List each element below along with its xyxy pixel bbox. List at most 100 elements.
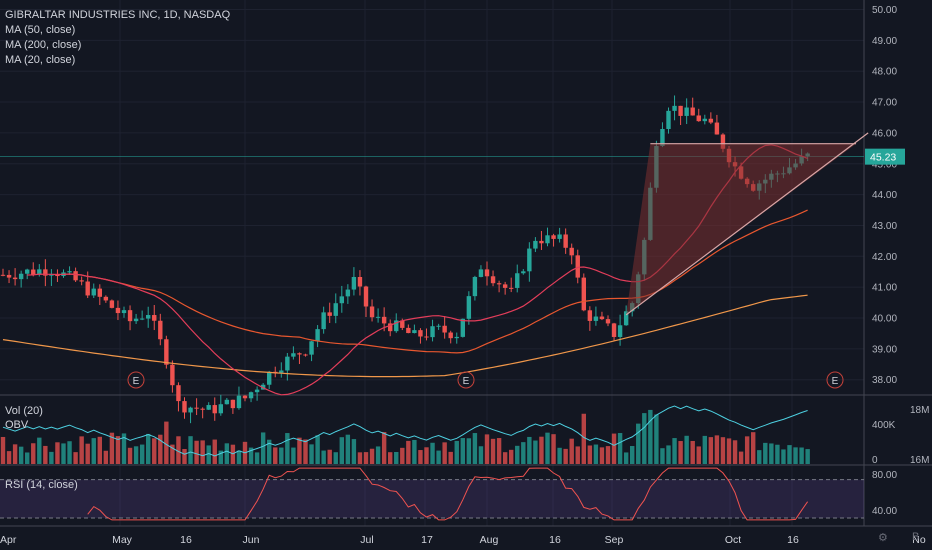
volume-bar: [212, 439, 217, 464]
ma200-line: [2, 294, 808, 378]
volume-study-label[interactable]: Vol (20): [5, 405, 43, 417]
volume-bar: [25, 452, 30, 464]
earnings-marker: [457, 371, 475, 389]
volume-bar: [273, 447, 278, 464]
candle-body: [345, 289, 351, 297]
candle-body: [545, 235, 550, 244]
candle-body: [212, 405, 217, 414]
candle-body: [605, 319, 611, 324]
ma50-line: [63, 209, 808, 354]
volume-bar: [164, 421, 169, 464]
triangle-support-line: [625, 132, 869, 316]
volume-bar: [617, 433, 623, 464]
volume-bar: [394, 452, 399, 464]
time-axis-tick: 16: [787, 534, 799, 546]
volume-bar: [757, 450, 762, 464]
candle-body: [248, 392, 254, 399]
price-axis-tick: 40.00: [872, 314, 897, 325]
volume-bar: [793, 447, 798, 464]
volume-bar: [478, 446, 484, 464]
volume-bar: [158, 434, 163, 464]
candle-body: [400, 320, 405, 328]
volume-bar: [200, 440, 205, 464]
volume-bar: [660, 448, 665, 464]
study-ma50-label[interactable]: MA (50, close): [5, 24, 76, 36]
volume-bar: [303, 439, 308, 464]
candle-body: [539, 240, 544, 244]
candle-body: [31, 269, 36, 275]
candle-body: [623, 311, 629, 326]
study-ma20-label[interactable]: MA (20, close): [5, 54, 76, 66]
volume-bar: [738, 451, 744, 464]
study-ma200-label[interactable]: MA (200, close): [5, 39, 82, 51]
candle-body: [170, 364, 175, 386]
volume-bar: [61, 443, 66, 464]
time-axis-tick: Jul: [360, 534, 373, 546]
candle-body: [496, 283, 502, 285]
volume-bar: [381, 432, 387, 464]
volume-bar: [654, 414, 659, 464]
volume-bar: [152, 438, 157, 464]
volume-bar: [218, 450, 223, 464]
obv-study-label[interactable]: OBV: [5, 419, 29, 431]
candle-body: [67, 271, 72, 273]
earnings-marker-label: E: [463, 376, 470, 387]
volume-bar: [170, 444, 175, 464]
volume-bar: [133, 446, 139, 464]
volume-bar: [297, 437, 302, 464]
candle-body: [79, 280, 84, 282]
volume-bar: [91, 438, 96, 464]
volume-bar: [339, 437, 344, 464]
earnings-marker-label: E: [133, 376, 140, 387]
rsi-line: [87, 467, 809, 521]
candle-body: [533, 240, 538, 249]
volume-bar: [6, 451, 12, 464]
volume-bar: [139, 444, 145, 464]
candle-body: [18, 273, 24, 280]
candle-body: [158, 320, 163, 340]
candle-body: [43, 269, 48, 276]
candle-body: [321, 312, 326, 330]
volume-bar: [593, 444, 599, 464]
candle-body: [563, 234, 568, 248]
candle-body: [351, 276, 357, 290]
candle-body: [369, 306, 375, 318]
candle-body: [424, 336, 429, 338]
volume-bar: [563, 448, 568, 464]
volume-bar: [31, 443, 36, 464]
candle-body: [127, 310, 133, 322]
volume-bar: [363, 452, 369, 464]
chart-title: GIBRALTAR INDUSTRIES INC, 1D, NASDAQ: [5, 9, 231, 21]
volume-bar: [345, 434, 351, 464]
price-axis-tick: 48.00: [872, 67, 897, 78]
volume-bar: [636, 423, 641, 464]
volume-bar: [509, 449, 514, 464]
candle-body: [569, 247, 574, 256]
volume-bar: [763, 442, 768, 464]
candle-body: [12, 277, 18, 280]
candle-body: [357, 276, 363, 287]
settings-icon[interactable]: ⚙: [878, 532, 888, 544]
volume-bar: [79, 436, 84, 464]
volume-bar: [291, 447, 296, 464]
time-axis-tick: Sep: [605, 534, 624, 546]
volume-bar: [43, 445, 48, 464]
volume-bar: [527, 436, 532, 464]
volume-bar: [533, 440, 538, 464]
volume-bar: [267, 439, 272, 464]
volume-bar: [260, 432, 266, 464]
volume-bar: [611, 433, 617, 464]
rsi-study-label[interactable]: RSI (14, close): [5, 479, 78, 491]
volume-bar: [696, 446, 701, 464]
volume-bar: [315, 435, 320, 464]
volume-bar: [188, 436, 193, 464]
volume-bar: [406, 440, 411, 464]
volume-bar: [176, 436, 181, 464]
candle-body: [279, 370, 284, 373]
volume-bar: [418, 450, 423, 464]
rsi-axis-tick: 40.00: [872, 506, 897, 517]
candle-body: [297, 353, 302, 355]
volume-bar: [630, 446, 635, 464]
candle-body: [315, 329, 320, 342]
candle-body: [593, 316, 599, 321]
